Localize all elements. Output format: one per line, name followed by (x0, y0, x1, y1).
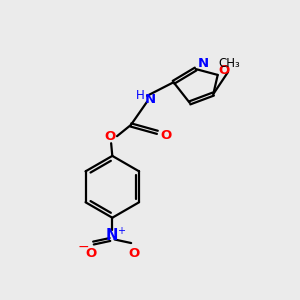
Text: N: N (106, 228, 118, 243)
Text: H: H (136, 89, 145, 102)
Text: O: O (160, 129, 171, 142)
Text: +: + (117, 226, 124, 236)
Text: CH₃: CH₃ (219, 57, 240, 70)
Text: O: O (128, 247, 139, 260)
Text: O: O (85, 247, 97, 260)
Text: O: O (219, 64, 230, 77)
Text: N: N (197, 57, 208, 70)
Text: −: − (77, 240, 89, 254)
Text: N: N (144, 93, 156, 106)
Text: O: O (105, 130, 116, 143)
